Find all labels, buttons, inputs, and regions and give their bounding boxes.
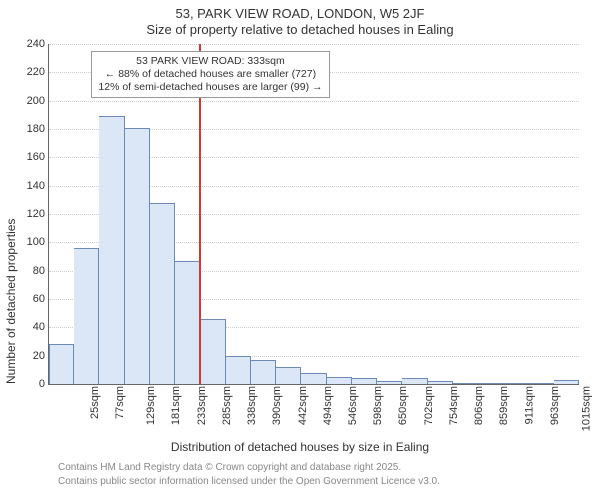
histogram-bar xyxy=(301,373,326,384)
grid-line xyxy=(49,44,579,45)
histogram-bar xyxy=(503,383,528,384)
footer-attribution-2: Contains public sector information licen… xyxy=(58,476,440,487)
histogram-bar xyxy=(377,381,402,384)
x-tick-label: 702sqm xyxy=(423,386,435,425)
histogram-bar xyxy=(554,380,579,384)
histogram-bar xyxy=(226,356,251,384)
histogram-bar xyxy=(529,383,554,384)
y-tick-label: 120 xyxy=(27,208,45,220)
y-tick-label: 40 xyxy=(33,321,45,333)
histogram-bar xyxy=(276,367,301,384)
callout-line: 53 PARK VIEW ROAD: 333sqm xyxy=(98,55,322,68)
y-tick-label: 0 xyxy=(39,378,45,390)
y-tick-label: 100 xyxy=(27,236,45,248)
y-tick-label: 60 xyxy=(33,293,45,305)
y-tick-label: 140 xyxy=(27,180,45,192)
chart-container: { "title_main": "53, PARK VIEW ROAD, LON… xyxy=(0,0,600,500)
y-tick-label: 220 xyxy=(27,66,45,78)
y-axis-label: Number of detached properties xyxy=(4,219,18,384)
x-tick-label: 1015sqm xyxy=(580,386,592,431)
x-tick-label: 598sqm xyxy=(372,386,384,425)
callout-line: ← 88% of detached houses are smaller (72… xyxy=(98,68,322,81)
x-tick-label: 963sqm xyxy=(549,386,561,425)
x-tick-label: 911sqm xyxy=(523,386,535,424)
histogram-bar xyxy=(200,319,225,384)
x-tick-label: 25sqm xyxy=(89,386,101,419)
callout-line: 12% of semi-detached houses are larger (… xyxy=(98,81,322,94)
histogram-bar xyxy=(251,360,276,384)
x-tick-label: 77sqm xyxy=(114,386,126,419)
histogram-bar xyxy=(49,344,74,384)
y-tick-label: 240 xyxy=(27,38,45,50)
x-axis-label: Distribution of detached houses by size … xyxy=(0,440,600,454)
histogram-bar xyxy=(428,381,453,384)
histogram-bar xyxy=(125,128,150,384)
histogram-bar xyxy=(99,116,124,384)
histogram-bar xyxy=(402,378,427,384)
histogram-bar xyxy=(175,261,200,384)
x-tick-label: 338sqm xyxy=(246,386,258,425)
x-tick-label: 390sqm xyxy=(271,386,283,425)
callout-box: 53 PARK VIEW ROAD: 333sqm← 88% of detach… xyxy=(91,51,329,98)
x-tick-label: 442sqm xyxy=(297,386,309,425)
footer-attribution-1: Contains HM Land Registry data © Crown c… xyxy=(58,462,401,473)
histogram-bar xyxy=(453,383,478,384)
y-tick-label: 200 xyxy=(27,95,45,107)
chart-title-sub: Size of property relative to detached ho… xyxy=(0,22,600,37)
chart-title-main: 53, PARK VIEW ROAD, LONDON, W5 2JF xyxy=(0,6,600,21)
plot-area: 02040608010012014016018020022024025sqm77… xyxy=(48,44,579,385)
x-tick-label: 494sqm xyxy=(322,386,334,425)
y-tick-label: 20 xyxy=(33,350,45,362)
y-tick-label: 160 xyxy=(27,151,45,163)
histogram-bar xyxy=(352,378,377,384)
y-tick-label: 80 xyxy=(33,265,45,277)
histogram-bar xyxy=(74,248,99,384)
x-tick-label: 129sqm xyxy=(145,386,157,425)
x-tick-label: 859sqm xyxy=(499,386,511,425)
x-tick-label: 546sqm xyxy=(347,386,359,425)
y-tick-label: 180 xyxy=(27,123,45,135)
x-tick-label: 806sqm xyxy=(473,386,485,425)
histogram-bar xyxy=(327,377,352,384)
grid-line xyxy=(49,101,579,102)
x-tick-label: 285sqm xyxy=(221,386,233,425)
x-tick-label: 233sqm xyxy=(196,386,208,425)
x-tick-label: 754sqm xyxy=(448,386,460,425)
histogram-bar xyxy=(478,383,503,384)
x-tick-label: 650sqm xyxy=(398,386,410,425)
histogram-bar xyxy=(150,203,175,384)
x-tick-label: 181sqm xyxy=(170,386,182,425)
